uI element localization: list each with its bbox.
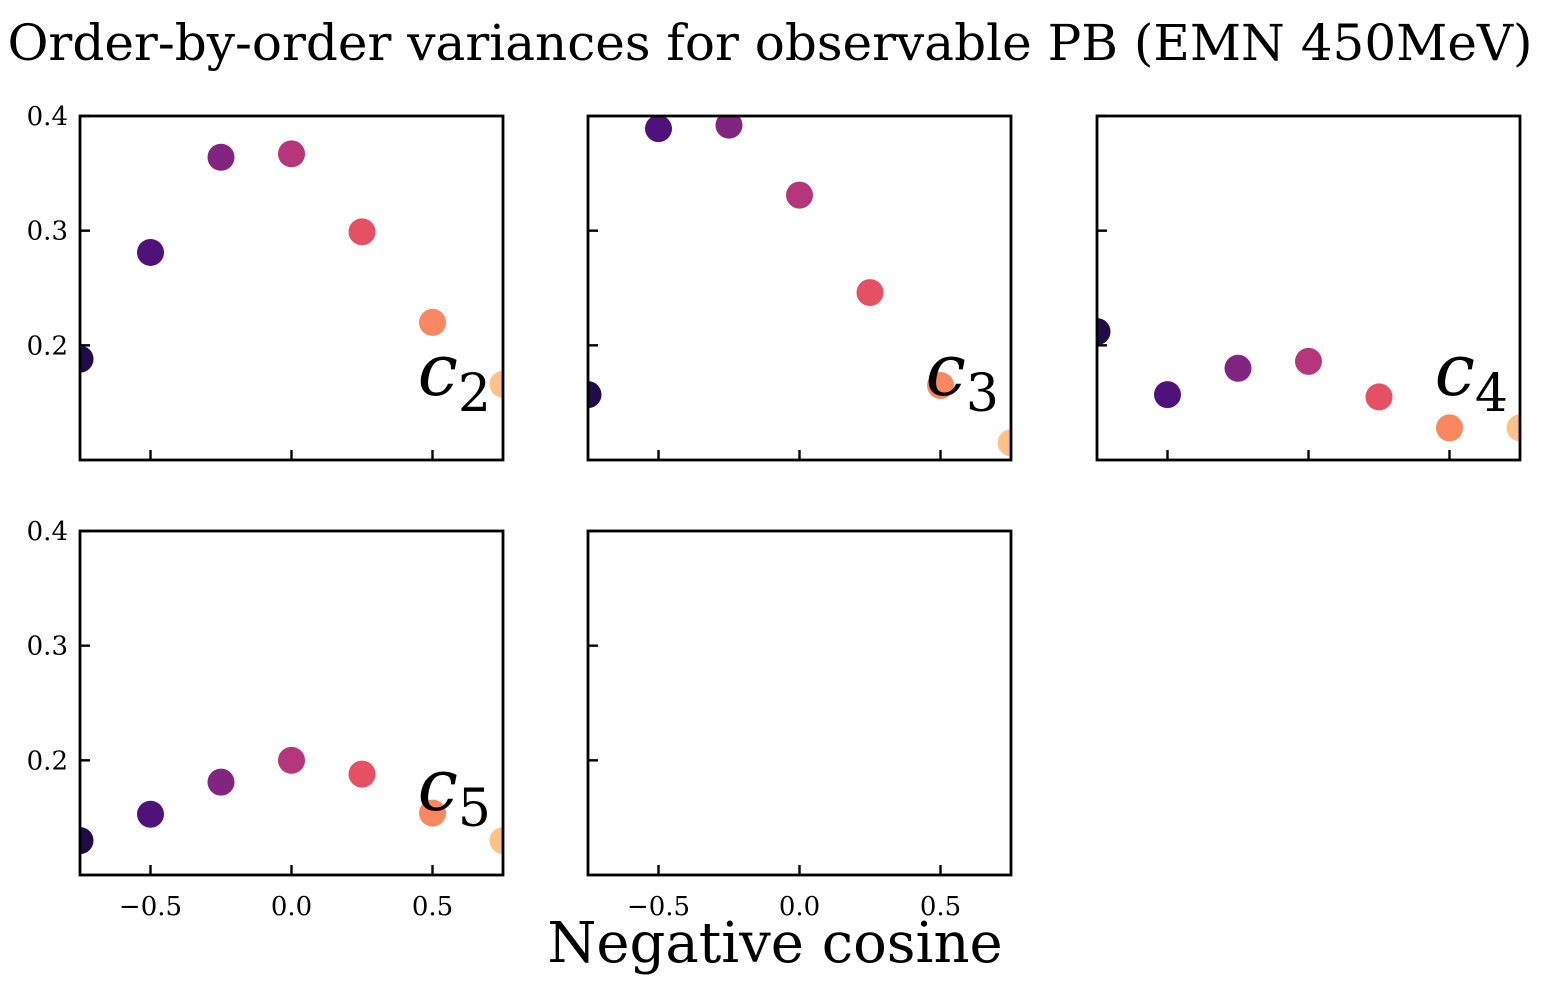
- data-point: [715, 116, 743, 139]
- data-point: [1506, 414, 1520, 442]
- data-point: [80, 345, 94, 373]
- data-point: [419, 308, 446, 336]
- data-point: [137, 238, 164, 266]
- data-point: [1154, 381, 1181, 409]
- data-point: [348, 218, 376, 246]
- data-point: [489, 370, 503, 398]
- data-point: [786, 181, 813, 209]
- y-tick-label: 0.3: [27, 217, 68, 247]
- panel-label: c5: [418, 743, 491, 839]
- panel-label: c3: [926, 328, 999, 424]
- x-tick-label: 0.5: [920, 892, 961, 922]
- figure-title: Order-by-order variances for observable …: [7, 14, 1532, 72]
- panel-label-subscript: 3: [966, 364, 999, 424]
- axes-frame: [586, 114, 1013, 462]
- data-points: [80, 140, 503, 398]
- x-tick-label: −0.5: [119, 892, 182, 922]
- data-point: [856, 279, 884, 307]
- data-points: [588, 116, 1011, 457]
- panels: 0.20.30.4c2 c3 c4−0.5 0.0 0.50.20.30.4c5−0.5…: [27, 102, 1522, 922]
- y-tick-label: 0.2: [27, 746, 68, 776]
- axes-frame: [586, 529, 1013, 877]
- y-tick-label: 0.4: [27, 517, 68, 547]
- axes-frame: [78, 114, 505, 462]
- data-point: [207, 143, 235, 171]
- data-point: [927, 371, 954, 399]
- panel-label: c2: [418, 328, 491, 424]
- data-point: [1295, 347, 1322, 375]
- y-tick-label: 0.4: [27, 102, 68, 132]
- panel-3: c4: [1095, 114, 1522, 462]
- x-tick-label: 0.5: [412, 892, 453, 922]
- data-point: [1097, 318, 1111, 346]
- x-tick-label: 0.0: [779, 892, 820, 922]
- data-point: [489, 827, 503, 855]
- data-point: [207, 768, 235, 796]
- axes-frame: [78, 529, 505, 877]
- data-point: [1224, 354, 1252, 382]
- x-axis-label: Negative cosine: [547, 911, 1002, 976]
- data-point: [348, 760, 376, 788]
- data-point: [419, 799, 446, 827]
- panel-2: c3: [586, 114, 1013, 462]
- panel-1: 0.2 0.3 0.4 c2: [27, 102, 505, 462]
- data-points: [80, 746, 503, 855]
- data-points: [1097, 318, 1520, 442]
- panel-5: −0.5 0.0 0.5: [586, 529, 1013, 922]
- panel-label-subscript: 5: [458, 779, 491, 839]
- data-point: [645, 116, 672, 143]
- data-point: [278, 746, 305, 774]
- data-point: [1365, 383, 1393, 411]
- panel-4: −0.5 0.0 0.5 0.2 0.3 0.4 c5: [27, 517, 505, 922]
- data-point: [997, 429, 1011, 457]
- data-point: [278, 140, 305, 168]
- axes-frame: [1095, 114, 1522, 462]
- y-tick-label: 0.3: [27, 632, 68, 662]
- panel-label-subscript: 4: [1475, 364, 1508, 424]
- data-point: [137, 800, 164, 828]
- x-tick-label: 0.0: [271, 892, 312, 922]
- data-point: [80, 827, 94, 855]
- x-tick-label: −0.5: [627, 892, 690, 922]
- panel-label-subscript: 2: [458, 364, 491, 424]
- y-tick-label: 0.2: [27, 331, 68, 361]
- panel-label: c4: [1435, 328, 1508, 424]
- data-point: [1436, 414, 1463, 442]
- data-point: [588, 381, 602, 409]
